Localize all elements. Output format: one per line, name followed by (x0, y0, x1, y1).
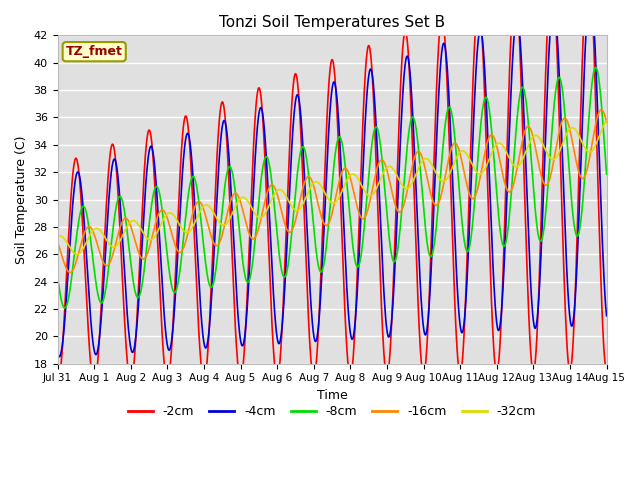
X-axis label: Time: Time (317, 389, 348, 402)
Legend: -2cm, -4cm, -8cm, -16cm, -32cm: -2cm, -4cm, -8cm, -16cm, -32cm (123, 400, 541, 423)
Text: TZ_fmet: TZ_fmet (66, 45, 123, 58)
Title: Tonzi Soil Temperatures Set B: Tonzi Soil Temperatures Set B (219, 15, 445, 30)
Y-axis label: Soil Temperature (C): Soil Temperature (C) (15, 135, 28, 264)
